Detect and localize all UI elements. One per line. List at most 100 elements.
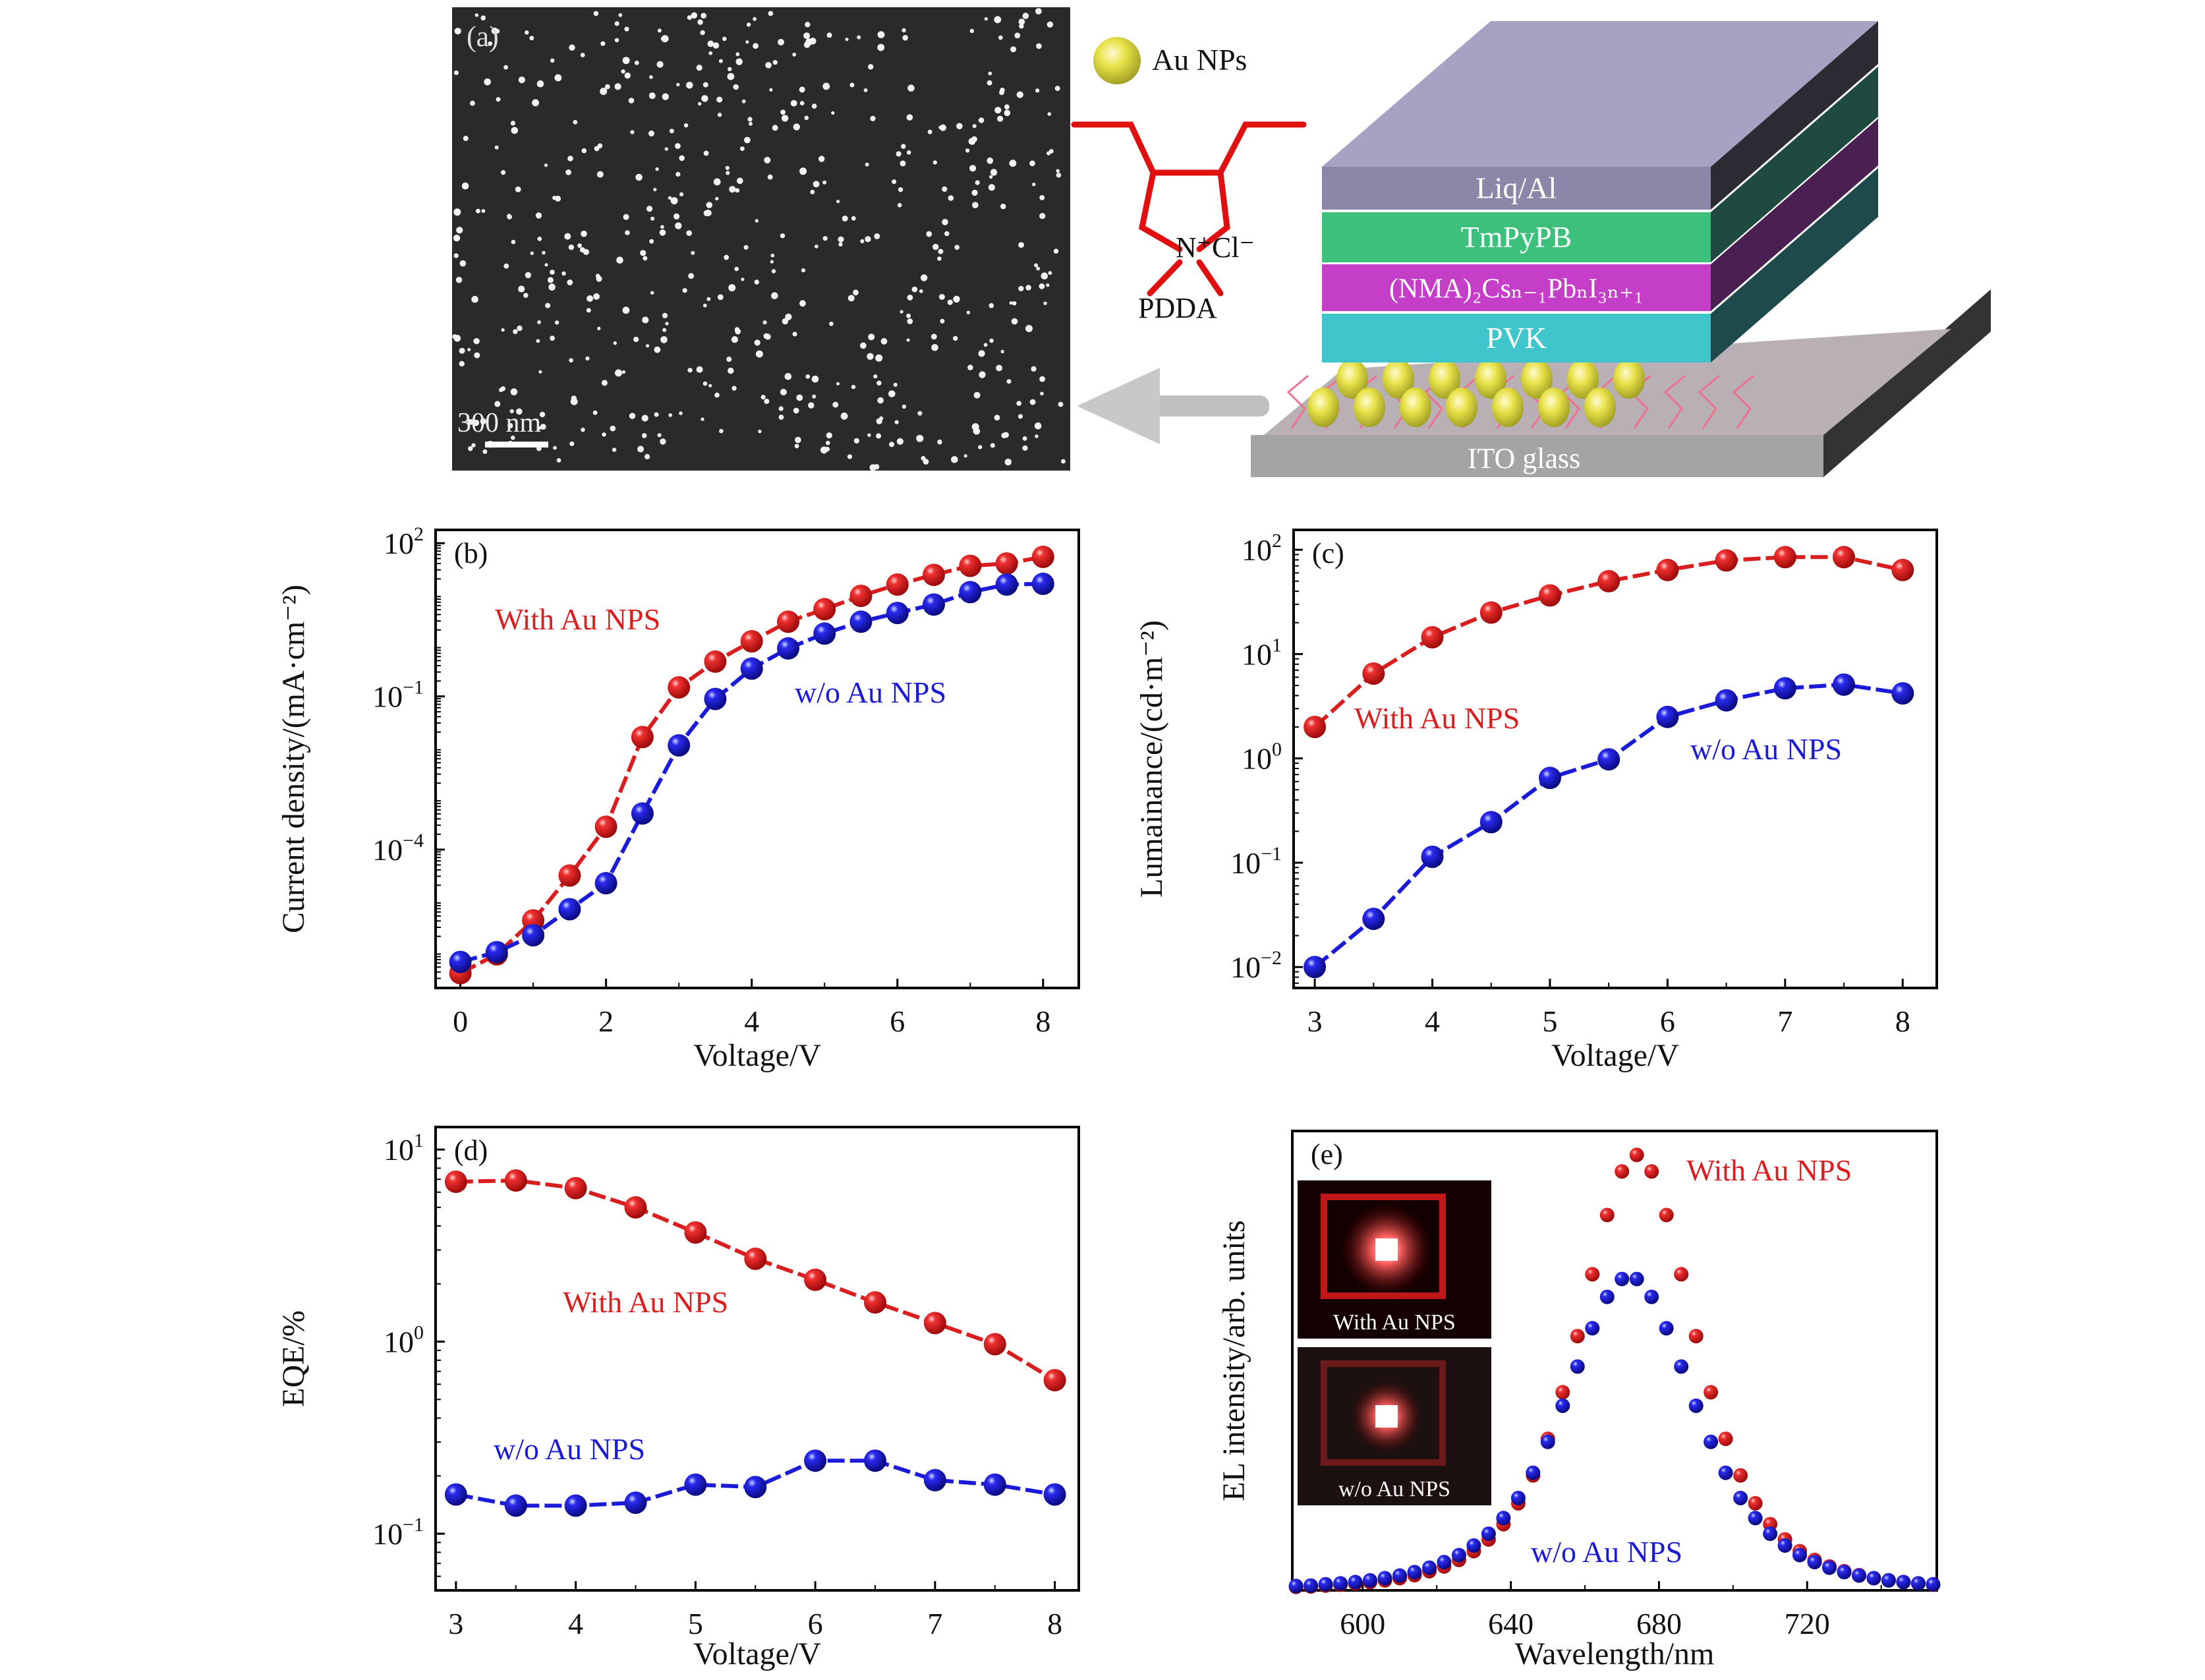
nanoparticle-dot: [708, 384, 712, 388]
data-point: [1688, 1329, 1704, 1344]
nanoparticle-dot: [805, 38, 813, 46]
nanoparticle-dot: [836, 200, 840, 204]
nanoparticle-dot: [550, 270, 555, 275]
nanoparticle-dot: [847, 295, 855, 302]
nanoparticle-dot: [967, 364, 973, 370]
data-point: [1597, 569, 1620, 593]
au-nanoparticle: [1400, 388, 1431, 427]
nanoparticle-dot: [654, 412, 659, 417]
data-point: [1407, 1565, 1422, 1580]
nanoparticle-dot: [633, 336, 639, 343]
nanoparticle-dot: [741, 99, 746, 103]
data-point: [449, 950, 472, 973]
nanoparticle-dot: [577, 243, 582, 248]
nanoparticle-dot: [874, 233, 880, 239]
nanoparticle-dot: [571, 395, 577, 401]
data-point: [923, 1468, 946, 1492]
data-point: [744, 1476, 767, 1499]
nanoparticle-dot: [661, 35, 669, 43]
nanoparticle-dot: [532, 99, 539, 107]
y-tick-base: 10: [1242, 533, 1272, 567]
nanoparticle-dot: [618, 13, 623, 17]
nanoparticle-dot: [675, 171, 681, 177]
data-point: [1644, 1164, 1659, 1179]
nanoparticle-dot: [780, 109, 786, 115]
nanoparticle-dot: [696, 65, 702, 71]
nanoparticle-dot: [969, 165, 977, 172]
nanoparticle-dot: [525, 272, 532, 279]
nanoparticle-dot: [679, 411, 683, 415]
nanoparticle-dot: [805, 374, 811, 379]
x-tick-label: 0: [453, 1004, 468, 1038]
data-point: [1763, 1526, 1778, 1542]
nanoparticle-dot: [702, 303, 707, 308]
nanoparticle-dot: [888, 390, 896, 397]
nanoparticle-dot: [1034, 263, 1039, 268]
x-tick-label: 8: [1047, 1607, 1062, 1640]
nanoparticle-dot: [813, 181, 820, 188]
nanoparticle-dot: [965, 148, 970, 153]
nanoparticle-dot: [706, 210, 710, 214]
au-nanoparticle: [1613, 359, 1645, 399]
data-point: [1451, 1548, 1466, 1563]
nanoparticle-dot: [513, 329, 518, 334]
nanoparticle-dot: [728, 67, 732, 72]
nanoparticle-dot: [747, 117, 753, 122]
nanoparticle-dot: [996, 364, 1002, 372]
nanoparticle-dot: [703, 150, 709, 156]
nanoparticle-dot: [1046, 151, 1051, 156]
nanoparticle-dot: [540, 424, 546, 430]
data-point: [1733, 1468, 1748, 1483]
au-nanoparticle: [1521, 359, 1553, 399]
data-point: [1704, 1434, 1719, 1449]
y-tick-exponent: −1: [403, 677, 424, 699]
data-point: [1748, 1511, 1763, 1526]
panel-label-b: (b): [454, 537, 488, 569]
data-point: [1585, 1321, 1600, 1336]
nanoparticle-dot: [863, 88, 868, 92]
nanoparticle-dot: [938, 248, 944, 254]
nanoparticle-dot: [876, 418, 882, 424]
layer-label: (NMA)₂Csₙ₋₁PbₙI₃ₙ₊₁: [1389, 274, 1644, 304]
nanoparticle-dot: [931, 344, 938, 351]
nanoparticle-dot: [737, 177, 743, 185]
data-point: [1891, 682, 1914, 705]
nanoparticle-dot: [795, 436, 801, 444]
nanoparticle-dot: [1001, 432, 1008, 438]
data-point: [1674, 1267, 1689, 1282]
nanoparticle-dot: [867, 353, 874, 360]
nanoparticle-dot: [470, 100, 475, 106]
nanoparticle-dot: [530, 251, 534, 255]
series-label: w/o Au NPS: [1531, 1535, 1682, 1569]
nanoparticle-dot: [700, 30, 705, 36]
data-point: [558, 864, 581, 887]
data-point: [704, 650, 727, 673]
data-point: [1421, 625, 1444, 649]
y-tick-label: 100: [384, 1322, 424, 1359]
nanoparticle-dot: [713, 178, 721, 186]
pdda-charge-label: N⁺Cl⁻: [1176, 231, 1255, 264]
nanoparticle-dot: [538, 370, 542, 374]
layer-side: [1711, 168, 1878, 362]
x-tick-label: 5: [1542, 1004, 1557, 1038]
layer-front: [1322, 314, 1711, 362]
nanoparticle-dot: [826, 440, 830, 446]
nanoparticle-dot: [1047, 112, 1052, 116]
data-point: [1496, 1511, 1511, 1526]
y-axis-label: Current density/(mA·cm⁻²): [276, 585, 311, 933]
nanoparticle-dot: [515, 187, 521, 192]
nanoparticle-dot: [660, 225, 664, 229]
x-axis-label: Voltage/V: [693, 1038, 821, 1073]
nanoparticle-dot: [569, 441, 575, 446]
scale-bar-label: 300 nm: [457, 408, 542, 438]
chart-e: With Au NPS w/o Au NPS 600 640 680 720 (e) Wave…: [1217, 1130, 1941, 1671]
nanoparticle-dot: [475, 208, 480, 214]
data-point: [1597, 748, 1620, 771]
y-tick-label: 10−2: [1230, 947, 1282, 984]
data-point: [1704, 1385, 1719, 1400]
au-nanoparticle: [1492, 388, 1524, 427]
nanoparticle-dot: [978, 117, 985, 123]
nanoparticle-dot: [954, 245, 959, 250]
data-point: [1479, 601, 1503, 624]
data-point: [849, 585, 873, 608]
